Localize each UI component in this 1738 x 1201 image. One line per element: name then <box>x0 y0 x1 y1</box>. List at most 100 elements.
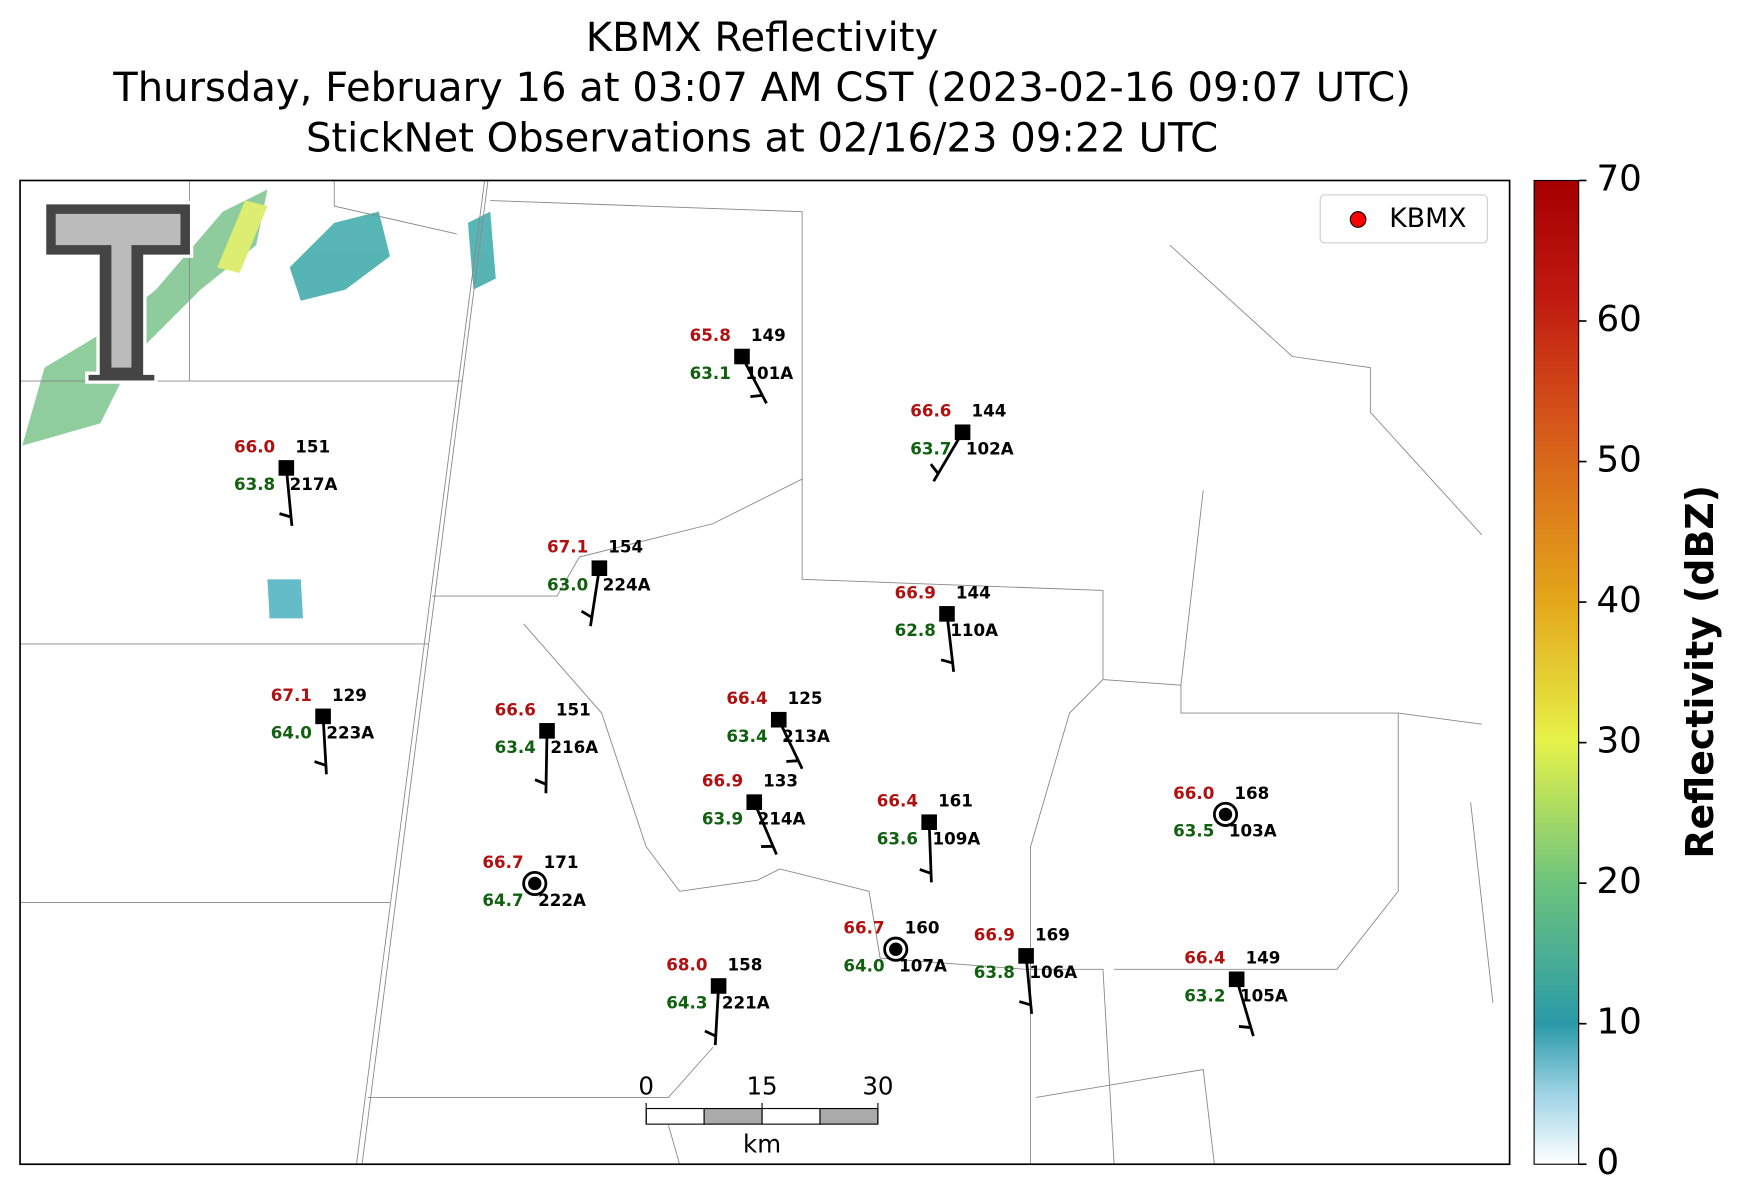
dewpoint: 63.6 <box>877 829 918 849</box>
station-id: 101A <box>745 363 793 383</box>
station-marker <box>710 978 727 994</box>
station-value: 169 <box>1035 924 1070 944</box>
dewpoint: 63.5 <box>1173 821 1214 841</box>
station-id: 109A <box>933 829 981 849</box>
station-value: 151 <box>295 436 330 456</box>
dewpoint: 64.0 <box>271 723 312 743</box>
colorbar-tick-label: 0 <box>1597 1142 1620 1183</box>
barb-flag <box>919 868 932 875</box>
dewpoint: 63.9 <box>702 808 743 828</box>
legend: KBMX <box>1319 194 1488 244</box>
map: 65.8 149 63.1 101A 66.6 144 63.7 102A 66.0 151 63.… <box>20 180 1510 1165</box>
station: 66.9 169 63.8 106A <box>974 924 1077 1014</box>
station-marker <box>1212 801 1239 827</box>
barb-flag <box>314 760 327 767</box>
scale-bar: 0 15 30 km <box>638 1071 893 1158</box>
station-marker <box>1228 971 1245 988</box>
colorbar-label: Reflectivity (dBZ) <box>1678 485 1722 859</box>
station-value: 144 <box>956 582 991 602</box>
station-id: 214A <box>758 808 806 828</box>
station: 66.4 161 63.6 109A <box>877 791 981 883</box>
station-marker <box>939 606 955 622</box>
station-marker <box>770 711 787 728</box>
colorbar-tick-label: 70 <box>1597 158 1642 199</box>
station-marker <box>921 814 937 831</box>
colorbar-tick-label: 20 <box>1597 861 1642 902</box>
station-marker-center <box>889 942 903 956</box>
temperature: 68.0 <box>666 954 707 974</box>
station-id: 222A <box>538 890 586 910</box>
scale-label: 15 <box>746 1071 777 1100</box>
station-id: 107A <box>899 956 947 976</box>
dewpoint: 64.0 <box>843 956 884 976</box>
temperature: 66.9 <box>895 582 936 602</box>
colorbar-ramp <box>1533 179 1580 1165</box>
station-value: 168 <box>1234 783 1269 803</box>
dewpoint: 63.0 <box>547 575 588 595</box>
barb-flag <box>940 658 954 665</box>
station-marker <box>591 560 608 576</box>
logo <box>42 201 194 384</box>
temperature: 67.1 <box>547 537 588 557</box>
station-id: 103A <box>1229 821 1277 841</box>
county-lines <box>20 180 1494 1165</box>
station-marker <box>315 708 331 725</box>
scale-label: 30 <box>862 1071 893 1100</box>
temperature: 65.8 <box>690 325 731 345</box>
station-id: 102A <box>966 439 1014 459</box>
station-value: 160 <box>905 918 940 938</box>
station-id: 213A <box>782 726 830 746</box>
station: 66.6 144 63.7 102A <box>910 401 1014 482</box>
station-value: 129 <box>332 685 367 705</box>
station-id: 216A <box>550 737 598 757</box>
station: 66.7 171 64.7 222A <box>482 852 586 910</box>
temperature: 66.6 <box>495 699 536 719</box>
legend-box <box>1319 194 1488 244</box>
station-marker <box>954 424 971 441</box>
temperature: 66.0 <box>1173 783 1214 803</box>
station: 67.1 154 63.0 224A <box>547 537 651 627</box>
station-value: 171 <box>544 852 579 872</box>
station-value: 151 <box>556 699 591 719</box>
station-value: 133 <box>763 771 798 791</box>
temperature: 66.4 <box>877 791 918 811</box>
barb-flag <box>534 778 547 786</box>
subtitle: Thursday, February 16 at 03:07 AM CST (2… <box>112 65 1411 111</box>
station-value: 154 <box>608 537 643 557</box>
legend-marker <box>1349 211 1367 228</box>
dewpoint: 63.8 <box>234 474 275 494</box>
station: 66.0 151 63.8 217A <box>234 436 338 526</box>
scale-label: 0 <box>638 1071 654 1100</box>
station-value: 144 <box>971 401 1006 421</box>
barb-flag <box>704 1029 717 1038</box>
station-value: 158 <box>728 954 763 974</box>
title: KBMX Reflectivity <box>586 15 938 61</box>
dewpoint: 63.4 <box>726 726 767 746</box>
dewpoint: 64.7 <box>482 890 523 910</box>
station-marker <box>278 460 295 476</box>
temperature: 66.0 <box>234 436 275 456</box>
dewpoint: 64.3 <box>666 992 707 1012</box>
station-marker-center <box>528 876 542 891</box>
dewpoint: 63.2 <box>1184 986 1225 1006</box>
legend-label: KBMX <box>1389 203 1466 234</box>
scale-unit: km <box>743 1129 781 1158</box>
station: 66.4 125 63.4 213A <box>726 688 830 770</box>
colorbar-tick-label: 60 <box>1597 299 1642 340</box>
station-marker <box>522 870 548 897</box>
observation-time: StickNet Observations at 02/16/23 09:22 … <box>306 115 1218 161</box>
temperature: 66.7 <box>843 918 884 938</box>
dewpoint: 63.8 <box>974 962 1015 982</box>
colorbar-tick-label: 40 <box>1597 580 1642 621</box>
barb-flag <box>1018 1000 1032 1007</box>
station-id: 221A <box>722 992 770 1012</box>
station: 66.0 168 63.5 103A <box>1173 783 1277 841</box>
barb-flag <box>279 512 292 519</box>
colorbar-tick-label: 30 <box>1597 721 1642 762</box>
station-marker <box>1018 948 1034 964</box>
temperature: 66.9 <box>702 771 743 791</box>
barb-flag <box>1238 1025 1251 1029</box>
station-id: 106A <box>1029 962 1077 982</box>
map-frame <box>19 179 1511 1166</box>
